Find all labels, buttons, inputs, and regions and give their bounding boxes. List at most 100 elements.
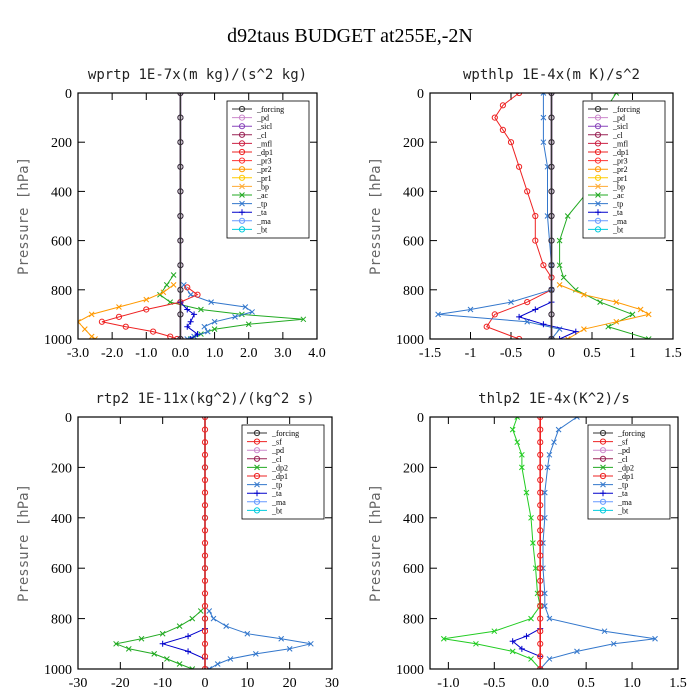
series-forcing xyxy=(537,417,544,669)
x-tick-label: -3.0 xyxy=(67,346,89,361)
legend-label: _forcing xyxy=(612,105,640,114)
data-point xyxy=(523,489,530,496)
data-point xyxy=(483,323,490,330)
data-point xyxy=(540,139,547,146)
data-point xyxy=(81,326,88,333)
data-point xyxy=(252,651,259,657)
data-point xyxy=(201,451,209,458)
data-point xyxy=(537,615,544,622)
data-point xyxy=(610,640,617,647)
data-point xyxy=(187,336,194,339)
data-point xyxy=(201,439,209,446)
legend-marker xyxy=(595,200,601,207)
legend-marker xyxy=(594,140,602,147)
data-point xyxy=(201,426,209,433)
data-point xyxy=(467,306,474,313)
data-point xyxy=(564,213,571,219)
data-point xyxy=(115,313,123,320)
data-point xyxy=(574,648,580,655)
data-point xyxy=(548,163,555,170)
x-tick-label: -10 xyxy=(153,676,172,691)
series-line xyxy=(517,301,578,339)
y-axis-label: Pressure [hPa] xyxy=(16,157,32,275)
data-point xyxy=(537,417,544,421)
legend-marker xyxy=(254,481,260,488)
series-dp1 xyxy=(98,284,201,339)
data-point xyxy=(194,331,201,338)
legend-marker xyxy=(253,498,261,505)
data-point xyxy=(214,661,221,667)
data-point xyxy=(184,323,191,330)
data-point xyxy=(541,514,548,521)
y-tick-label: 200 xyxy=(51,136,72,151)
data-point xyxy=(177,262,184,269)
series-line xyxy=(101,286,199,339)
legend-marker xyxy=(595,209,601,216)
data-point xyxy=(185,633,192,640)
x-tick-label: 1.5 xyxy=(669,676,687,691)
series-ta xyxy=(516,299,579,339)
legend-label: _sf xyxy=(271,438,282,447)
plot-area xyxy=(440,417,658,669)
y-tick-label: 1000 xyxy=(44,333,72,348)
data-point xyxy=(556,262,563,269)
data-point xyxy=(541,603,548,609)
data-point xyxy=(189,666,196,669)
y-tick-label: 400 xyxy=(403,512,424,527)
data-point xyxy=(194,291,201,298)
legend-marker xyxy=(599,498,607,505)
y-tick-label: 400 xyxy=(403,185,424,200)
data-point xyxy=(160,289,167,296)
legend-label: _pr1 xyxy=(256,174,272,183)
legend-label: _bt xyxy=(256,225,268,234)
series-line xyxy=(78,284,174,339)
legend-box xyxy=(587,424,671,520)
data-point xyxy=(201,615,209,622)
data-point xyxy=(507,139,515,146)
data-point xyxy=(509,426,516,433)
data-point xyxy=(232,314,238,320)
legend-marker xyxy=(238,140,246,147)
data-point xyxy=(537,527,544,534)
data-point xyxy=(201,476,209,484)
data-point xyxy=(177,114,184,121)
y-tick-label: 400 xyxy=(51,185,72,200)
data-point xyxy=(184,336,191,339)
legend-marker xyxy=(599,455,607,462)
x-tick-label: -0.5 xyxy=(483,676,505,691)
legend-marker xyxy=(238,148,246,156)
legend-label: _ta xyxy=(256,208,267,217)
y-tick-label: 400 xyxy=(51,512,72,527)
data-point xyxy=(249,309,255,315)
data-point xyxy=(201,653,209,660)
legend-label: _pd xyxy=(612,114,625,123)
legend-label: _tp xyxy=(612,200,623,209)
series-line xyxy=(443,417,541,669)
legend-label: _ac xyxy=(612,191,625,200)
data-point xyxy=(555,426,562,433)
panel-title: wpthlp 1E-4x(m K)/s^2 xyxy=(463,67,640,83)
x-tick-label: 0 xyxy=(548,346,555,361)
y-tick-label: 1000 xyxy=(44,663,72,678)
y-tick-label: 800 xyxy=(51,613,72,628)
data-point xyxy=(509,648,516,655)
data-point xyxy=(150,328,157,335)
y-tick-label: 800 xyxy=(403,284,424,299)
plot-frame xyxy=(429,92,674,340)
y-tick-label: 200 xyxy=(51,461,72,476)
data-point xyxy=(143,296,150,303)
data-point xyxy=(518,645,525,652)
legend-marker xyxy=(253,507,261,514)
data-point xyxy=(201,552,209,559)
x-tick-label: 4.0 xyxy=(308,346,326,361)
legend-marker xyxy=(239,183,245,190)
legend-marker xyxy=(594,114,602,121)
data-point xyxy=(532,212,539,220)
x-tick-label: 0.0 xyxy=(172,346,190,361)
legend-label: _forcing xyxy=(271,429,299,438)
legend-marker xyxy=(594,105,602,113)
data-point xyxy=(548,114,555,121)
data-point xyxy=(88,333,95,339)
x-tick-label: -1 xyxy=(465,346,477,361)
